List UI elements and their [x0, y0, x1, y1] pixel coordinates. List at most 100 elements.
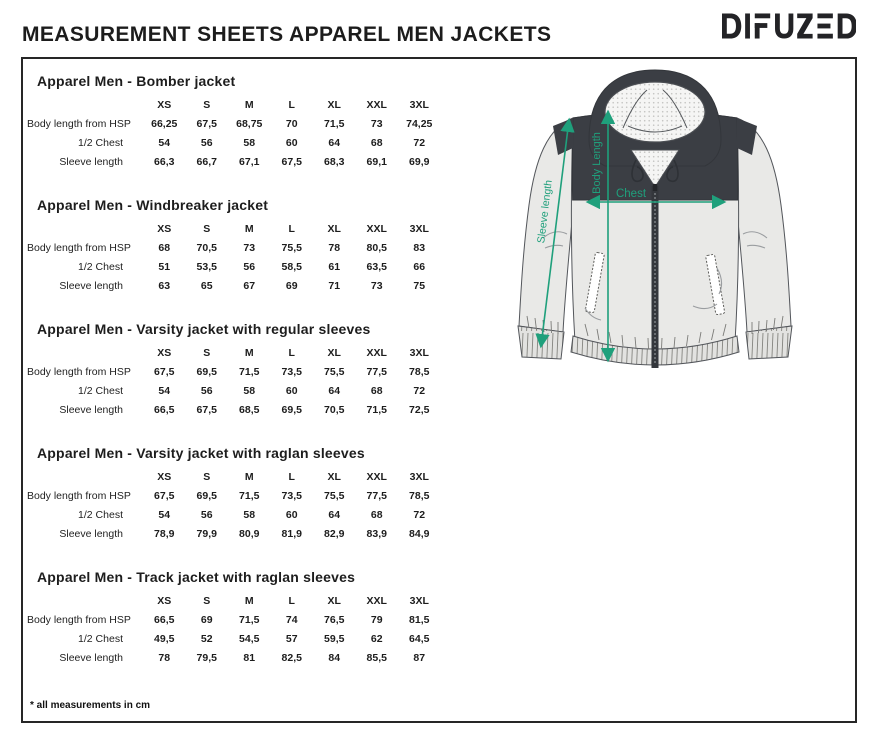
- row-label: Sleeve length: [59, 404, 123, 416]
- body-length-label: Body Length: [591, 132, 603, 194]
- measurement-value: 66,7: [196, 156, 217, 168]
- measurement-value: 64: [328, 385, 341, 397]
- measurement-value: 71,5: [366, 404, 387, 416]
- corner-cell: [27, 592, 143, 611]
- measurement-table: Apparel Men - Varsity jacket with raglan…: [27, 444, 447, 544]
- measurement-value: 74: [285, 614, 298, 626]
- measurement-value: 72: [413, 137, 426, 149]
- row-label: Body length from HSP: [27, 366, 131, 378]
- measurement-value: 84: [328, 652, 341, 664]
- measurement-table: Apparel Men - Windbreaker jacket XS S M L XL X…: [27, 196, 447, 296]
- measurement-value: 54: [158, 509, 171, 521]
- hood-mesh-lining: [604, 81, 706, 143]
- size-header: XXL: [366, 99, 387, 111]
- row-label: Sleeve length: [59, 280, 123, 292]
- size-header: XL: [327, 347, 341, 359]
- hood-lining-gathers: [622, 89, 688, 133]
- corner-cell: [27, 220, 143, 239]
- size-header: 3XL: [409, 223, 429, 235]
- measurement-value: 81,9: [281, 528, 302, 540]
- row-label: Sleeve length: [59, 528, 123, 540]
- measurement-value: 57: [285, 633, 298, 645]
- measurement-value: 63: [158, 280, 171, 292]
- measurement-value: 73,5: [281, 366, 302, 378]
- measurement-table: Apparel Men - Bomber jacket XS S M L XL XXL 3XL…: [27, 72, 447, 172]
- table-grid: XS S M L XL XXL 3XL Body length from HSP 67,5 69,…: [27, 468, 447, 544]
- size-header: XXL: [366, 223, 387, 235]
- corner-cell: [27, 344, 143, 363]
- measurement-value: 72: [413, 385, 426, 397]
- size-header: XS: [157, 99, 172, 111]
- measurement-value: 71,5: [239, 490, 260, 502]
- table-title: Apparel Men - Varsity jacket with regula…: [37, 321, 371, 337]
- measurement-value: 76,5: [324, 614, 345, 626]
- measurement-value: 67,5: [154, 490, 175, 502]
- measurement-value: 75,5: [324, 490, 345, 502]
- measurement-value: 62: [370, 633, 383, 645]
- measurement-value: 79,5: [196, 652, 217, 664]
- measurement-value: 54: [158, 137, 171, 149]
- size-header: L: [288, 223, 295, 235]
- measurement-value: 79,9: [196, 528, 217, 540]
- measurement-value: 59,5: [324, 633, 345, 645]
- size-header: S: [203, 347, 211, 359]
- right-cuff: [745, 325, 793, 360]
- zipper-slider: [652, 184, 658, 191]
- left-pocket: [584, 252, 605, 314]
- measurement-value: 85,5: [366, 652, 387, 664]
- hood-drawcords: [631, 159, 679, 183]
- table-title: Apparel Men - Windbreaker jacket: [37, 197, 269, 213]
- size-header: S: [203, 223, 211, 235]
- measurement-value: 69: [285, 280, 298, 292]
- measurement-value: 78,5: [409, 366, 430, 378]
- measurement-value: 61: [328, 261, 341, 273]
- table-title: Apparel Men - Varsity jacket with raglan…: [37, 445, 365, 461]
- row-label: 1/2 Chest: [78, 385, 123, 397]
- measurement-value: 68: [370, 385, 383, 397]
- size-header: XS: [157, 595, 172, 607]
- size-header: XS: [157, 471, 172, 483]
- measurement-value: 75: [413, 280, 426, 292]
- size-header: M: [244, 223, 254, 235]
- measurement-value: 71,5: [324, 118, 345, 130]
- size-header: L: [288, 595, 295, 607]
- table-title: Apparel Men - Bomber jacket: [37, 73, 236, 89]
- measurement-value: 67,5: [196, 404, 217, 416]
- logo-letters: [722, 13, 856, 39]
- size-header: XXL: [366, 471, 387, 483]
- table-grid: XS S M L XL XXL 3XL Body length from HSP 66,5 69 7…: [27, 592, 447, 668]
- measurement-value: 66,3: [154, 156, 175, 168]
- measurement-value: 75,5: [324, 366, 345, 378]
- measurement-value: 56: [200, 137, 213, 149]
- measurement-value: 67,5: [281, 156, 302, 168]
- table-grid: XS S M L XL XXL 3XL Body length from HSP 66,25 67…: [27, 96, 447, 172]
- measurement-value: 68: [370, 137, 383, 149]
- difuzed-logo: DIFUZED: [722, 13, 856, 39]
- measurement-value: 51: [158, 261, 171, 273]
- size-header: XL: [327, 99, 341, 111]
- measurement-value: 67,1: [239, 156, 260, 168]
- measurement-value: 54,5: [239, 633, 260, 645]
- jacket-diagram: Chest Body Length Sleeve length: [485, 60, 825, 390]
- measurement-value: 67,5: [154, 366, 175, 378]
- row-label: 1/2 Chest: [78, 509, 123, 521]
- measurement-value: 80,9: [239, 528, 260, 540]
- measurement-table: Apparel Men - Varsity jacket with regula…: [27, 320, 447, 420]
- measurement-value: 68,75: [236, 118, 263, 130]
- size-header: XXL: [366, 347, 387, 359]
- measurement-value: 60: [285, 385, 298, 397]
- measurement-value: 81,5: [409, 614, 430, 626]
- tables-container: Apparel Men - Bomber jacket XS S M L XL XXL 3XL…: [27, 72, 447, 692]
- measurement-value: 82,5: [281, 652, 302, 664]
- size-header: L: [288, 471, 295, 483]
- measurement-value: 68,5: [239, 404, 260, 416]
- size-header: 3XL: [409, 471, 429, 483]
- size-header: XL: [327, 471, 341, 483]
- measurement-value: 56: [200, 385, 213, 397]
- measurement-value: 73: [370, 280, 383, 292]
- measurement-value: 77,5: [366, 490, 387, 502]
- size-header: S: [203, 471, 211, 483]
- measurement-value: 68: [370, 509, 383, 521]
- size-header: 3XL: [409, 595, 429, 607]
- measurement-value: 69,9: [409, 156, 430, 168]
